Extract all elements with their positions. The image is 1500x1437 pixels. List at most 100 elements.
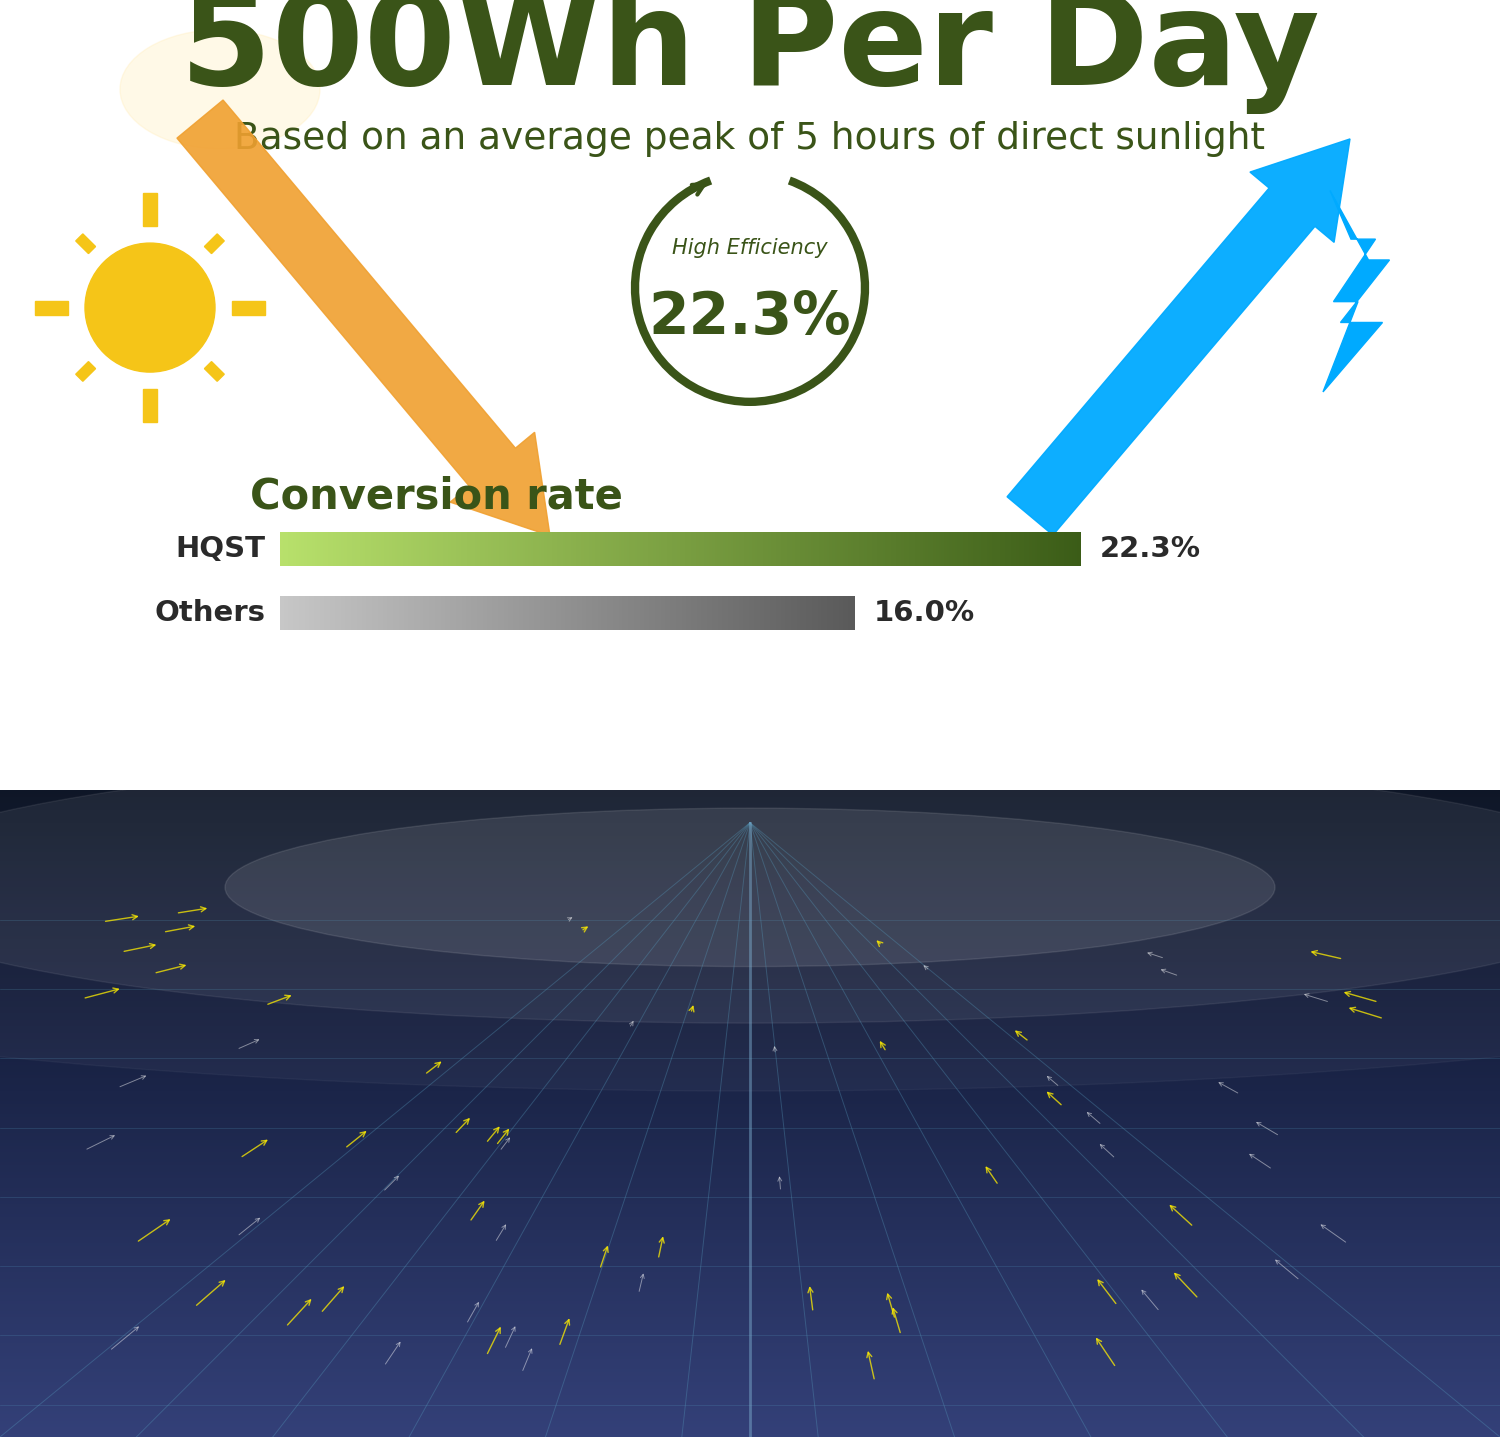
Bar bbox=[0, 947, 1500, 953]
Bar bbox=[1072, 532, 1076, 566]
Text: 22.3%: 22.3% bbox=[648, 289, 852, 346]
Polygon shape bbox=[34, 300, 68, 315]
Bar bbox=[414, 532, 417, 566]
Bar bbox=[782, 596, 784, 629]
Bar bbox=[579, 596, 582, 629]
Bar bbox=[970, 532, 975, 566]
Bar bbox=[882, 532, 886, 566]
Bar bbox=[748, 596, 752, 629]
Bar bbox=[0, 900, 1500, 904]
Bar bbox=[552, 532, 555, 566]
Bar bbox=[702, 532, 705, 566]
Bar bbox=[974, 532, 976, 566]
Bar bbox=[531, 532, 534, 566]
Bar bbox=[770, 596, 772, 629]
Bar bbox=[0, 1158, 1500, 1163]
Bar bbox=[1040, 532, 1044, 566]
Bar bbox=[774, 532, 777, 566]
Bar bbox=[0, 1365, 1500, 1369]
Bar bbox=[0, 1012, 1500, 1017]
Bar bbox=[645, 596, 648, 629]
Bar bbox=[584, 532, 588, 566]
Bar bbox=[448, 596, 452, 629]
Bar bbox=[0, 1332, 1500, 1336]
Polygon shape bbox=[232, 300, 266, 315]
Bar bbox=[328, 596, 330, 629]
Bar bbox=[759, 596, 760, 629]
Bar bbox=[0, 1132, 1500, 1137]
Polygon shape bbox=[1323, 191, 1389, 392]
Bar bbox=[312, 532, 315, 566]
Bar bbox=[1014, 532, 1017, 566]
Bar bbox=[0, 970, 1500, 974]
Bar bbox=[815, 596, 816, 629]
Bar bbox=[574, 596, 578, 629]
Bar bbox=[750, 532, 753, 566]
Bar bbox=[0, 1270, 1500, 1276]
Bar bbox=[710, 532, 712, 566]
Bar bbox=[912, 532, 915, 566]
Bar bbox=[669, 596, 672, 629]
Bar bbox=[696, 532, 699, 566]
Bar bbox=[687, 596, 690, 629]
Bar bbox=[621, 596, 624, 629]
Bar bbox=[760, 532, 764, 566]
Bar bbox=[354, 532, 358, 566]
Bar bbox=[669, 532, 674, 566]
Bar bbox=[1019, 532, 1023, 566]
Bar bbox=[597, 532, 602, 566]
Bar bbox=[0, 934, 1500, 940]
Bar bbox=[628, 596, 632, 629]
Bar bbox=[0, 1255, 1500, 1259]
Bar bbox=[0, 1236, 1500, 1240]
Bar bbox=[752, 532, 756, 566]
Bar bbox=[688, 532, 692, 566]
Bar bbox=[0, 1339, 1500, 1344]
Bar bbox=[0, 1071, 1500, 1075]
Bar bbox=[0, 1361, 1500, 1365]
Bar bbox=[520, 532, 524, 566]
Bar bbox=[562, 532, 567, 566]
Bar bbox=[0, 1035, 1500, 1039]
Bar bbox=[333, 532, 338, 566]
Bar bbox=[0, 1355, 1500, 1359]
Bar bbox=[798, 596, 801, 629]
Bar bbox=[843, 532, 846, 566]
Bar bbox=[309, 596, 312, 629]
Bar bbox=[456, 596, 459, 629]
Bar bbox=[764, 596, 766, 629]
Bar bbox=[0, 960, 1500, 966]
Bar bbox=[333, 596, 336, 629]
Bar bbox=[632, 532, 636, 566]
Bar bbox=[0, 1119, 1500, 1124]
Bar bbox=[338, 596, 340, 629]
Bar bbox=[582, 532, 585, 566]
Bar bbox=[678, 596, 681, 629]
Bar bbox=[0, 1151, 1500, 1155]
Bar bbox=[436, 596, 439, 629]
Text: Conversion rate: Conversion rate bbox=[251, 476, 622, 517]
Bar bbox=[424, 532, 427, 566]
Bar bbox=[651, 532, 654, 566]
Bar bbox=[776, 532, 780, 566]
Bar bbox=[0, 1368, 1500, 1372]
Bar bbox=[440, 596, 441, 629]
Bar bbox=[0, 1374, 1500, 1380]
Bar bbox=[536, 532, 540, 566]
Bar bbox=[0, 1280, 1500, 1285]
Bar bbox=[843, 596, 846, 629]
Bar bbox=[414, 596, 417, 629]
Bar bbox=[464, 596, 466, 629]
Bar bbox=[588, 596, 591, 629]
Bar bbox=[0, 986, 1500, 992]
Bar bbox=[1038, 532, 1041, 566]
Bar bbox=[444, 596, 447, 629]
Bar bbox=[560, 532, 564, 566]
Bar bbox=[606, 596, 608, 629]
Bar bbox=[741, 532, 746, 566]
Bar bbox=[816, 532, 819, 566]
Bar bbox=[676, 596, 680, 629]
Bar bbox=[768, 532, 771, 566]
Bar bbox=[806, 532, 808, 566]
Bar bbox=[376, 532, 380, 566]
